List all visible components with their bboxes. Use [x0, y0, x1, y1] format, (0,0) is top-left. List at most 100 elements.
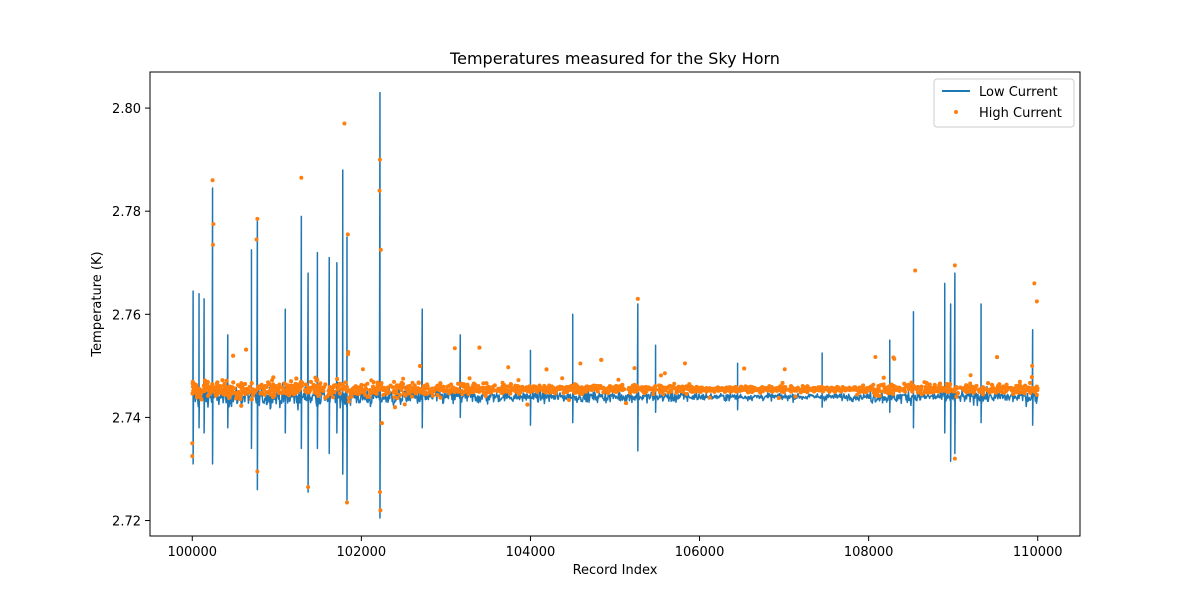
high-current-point	[617, 387, 622, 392]
high-current-point	[358, 387, 363, 392]
high-current-point	[556, 386, 561, 391]
high-current-point	[730, 386, 735, 391]
high-current-point	[417, 388, 422, 393]
high-current-point	[488, 387, 493, 392]
high-current-point	[983, 386, 988, 391]
high-current-point	[940, 386, 945, 391]
high-current-point	[508, 390, 513, 395]
high-current-point	[774, 386, 779, 391]
high-current-point	[1009, 388, 1014, 393]
high-current-point	[249, 397, 254, 402]
high-current-point	[401, 391, 406, 396]
high-current-point	[231, 380, 236, 385]
x-tick-label: 106000	[675, 545, 725, 560]
high-current-point	[267, 381, 272, 386]
high-current-point	[190, 391, 195, 396]
high-current-point	[658, 373, 663, 378]
y-tick-label: 2.78	[112, 205, 141, 220]
high-current-point	[909, 385, 914, 390]
high-current-point	[919, 384, 924, 389]
high-current-point	[765, 388, 770, 393]
high-current-point	[392, 395, 397, 400]
high-current-point	[299, 379, 304, 384]
high-current-point	[891, 355, 896, 360]
high-current-point	[915, 390, 920, 395]
high-current-point	[1032, 281, 1037, 286]
high-current-point	[297, 387, 302, 392]
high-current-point	[500, 391, 504, 396]
high-current-point	[831, 386, 836, 391]
high-current-point	[416, 380, 421, 385]
high-current-point	[893, 384, 898, 389]
high-current-point	[919, 392, 924, 397]
high-current-point	[666, 390, 671, 395]
high-current-point	[1016, 387, 1021, 392]
high-current-point	[599, 357, 604, 362]
high-current-point	[506, 384, 511, 389]
high-current-point	[227, 395, 232, 400]
high-current-point	[663, 385, 668, 390]
plot-area-frame	[149, 71, 1081, 537]
high-current-point	[385, 385, 390, 390]
high-current-point	[740, 388, 745, 393]
high-current-point	[303, 382, 308, 387]
high-current-point	[789, 386, 794, 391]
high-current-point	[209, 387, 214, 392]
high-current-point	[386, 389, 391, 394]
high-current-point	[651, 392, 656, 397]
high-current-point	[271, 395, 276, 400]
high-current-point	[233, 391, 238, 396]
high-current-point	[333, 383, 338, 388]
high-current-point	[972, 389, 977, 394]
high-current-point	[614, 389, 619, 394]
high-current-point	[743, 387, 748, 392]
high-current-point	[401, 385, 406, 389]
low-current-line	[191, 91, 1039, 519]
high-current-point	[903, 389, 908, 394]
high-current-point	[722, 389, 727, 394]
high-current-point	[344, 384, 349, 389]
high-current-point	[631, 388, 636, 393]
high-current-point	[337, 391, 342, 396]
high-current-point	[437, 388, 442, 393]
high-current-point	[644, 389, 649, 394]
high-current-point	[1030, 363, 1035, 368]
high-current-point	[561, 390, 566, 395]
high-current-point	[567, 384, 572, 389]
high-current-point	[345, 232, 350, 237]
high-current-point	[560, 376, 565, 381]
high-current-point	[825, 385, 830, 390]
high-current-point	[367, 394, 372, 399]
high-current-point	[986, 381, 991, 386]
y-tick-label: 2.76	[112, 308, 141, 323]
high-current-point	[608, 386, 613, 391]
high-current-point	[246, 388, 251, 393]
high-current-point	[210, 178, 215, 183]
high-current-point	[346, 350, 351, 355]
high-current-point	[204, 386, 209, 391]
high-current-point	[197, 387, 202, 392]
high-current-point	[464, 389, 469, 394]
high-current-point	[401, 376, 406, 381]
high-current-point	[311, 383, 316, 388]
high-current-point	[305, 385, 310, 390]
high-current-point	[250, 393, 255, 398]
high-current-point	[964, 383, 969, 388]
high-current-point	[409, 394, 414, 399]
high-current-point	[951, 389, 956, 394]
high-current-point	[481, 381, 486, 386]
high-current-point	[560, 385, 565, 390]
high-current-point	[881, 375, 886, 380]
series-low-current	[191, 91, 1039, 519]
high-current-point	[508, 382, 513, 387]
high-current-point	[932, 382, 937, 387]
x-tick-label: 102000	[337, 545, 387, 560]
high-current-point	[475, 388, 480, 393]
high-current-point	[270, 378, 275, 383]
high-current-point	[955, 391, 960, 396]
high-current-point	[815, 387, 820, 392]
high-current-point	[1023, 388, 1028, 393]
high-current-point	[776, 396, 781, 401]
high-current-point	[681, 389, 686, 394]
